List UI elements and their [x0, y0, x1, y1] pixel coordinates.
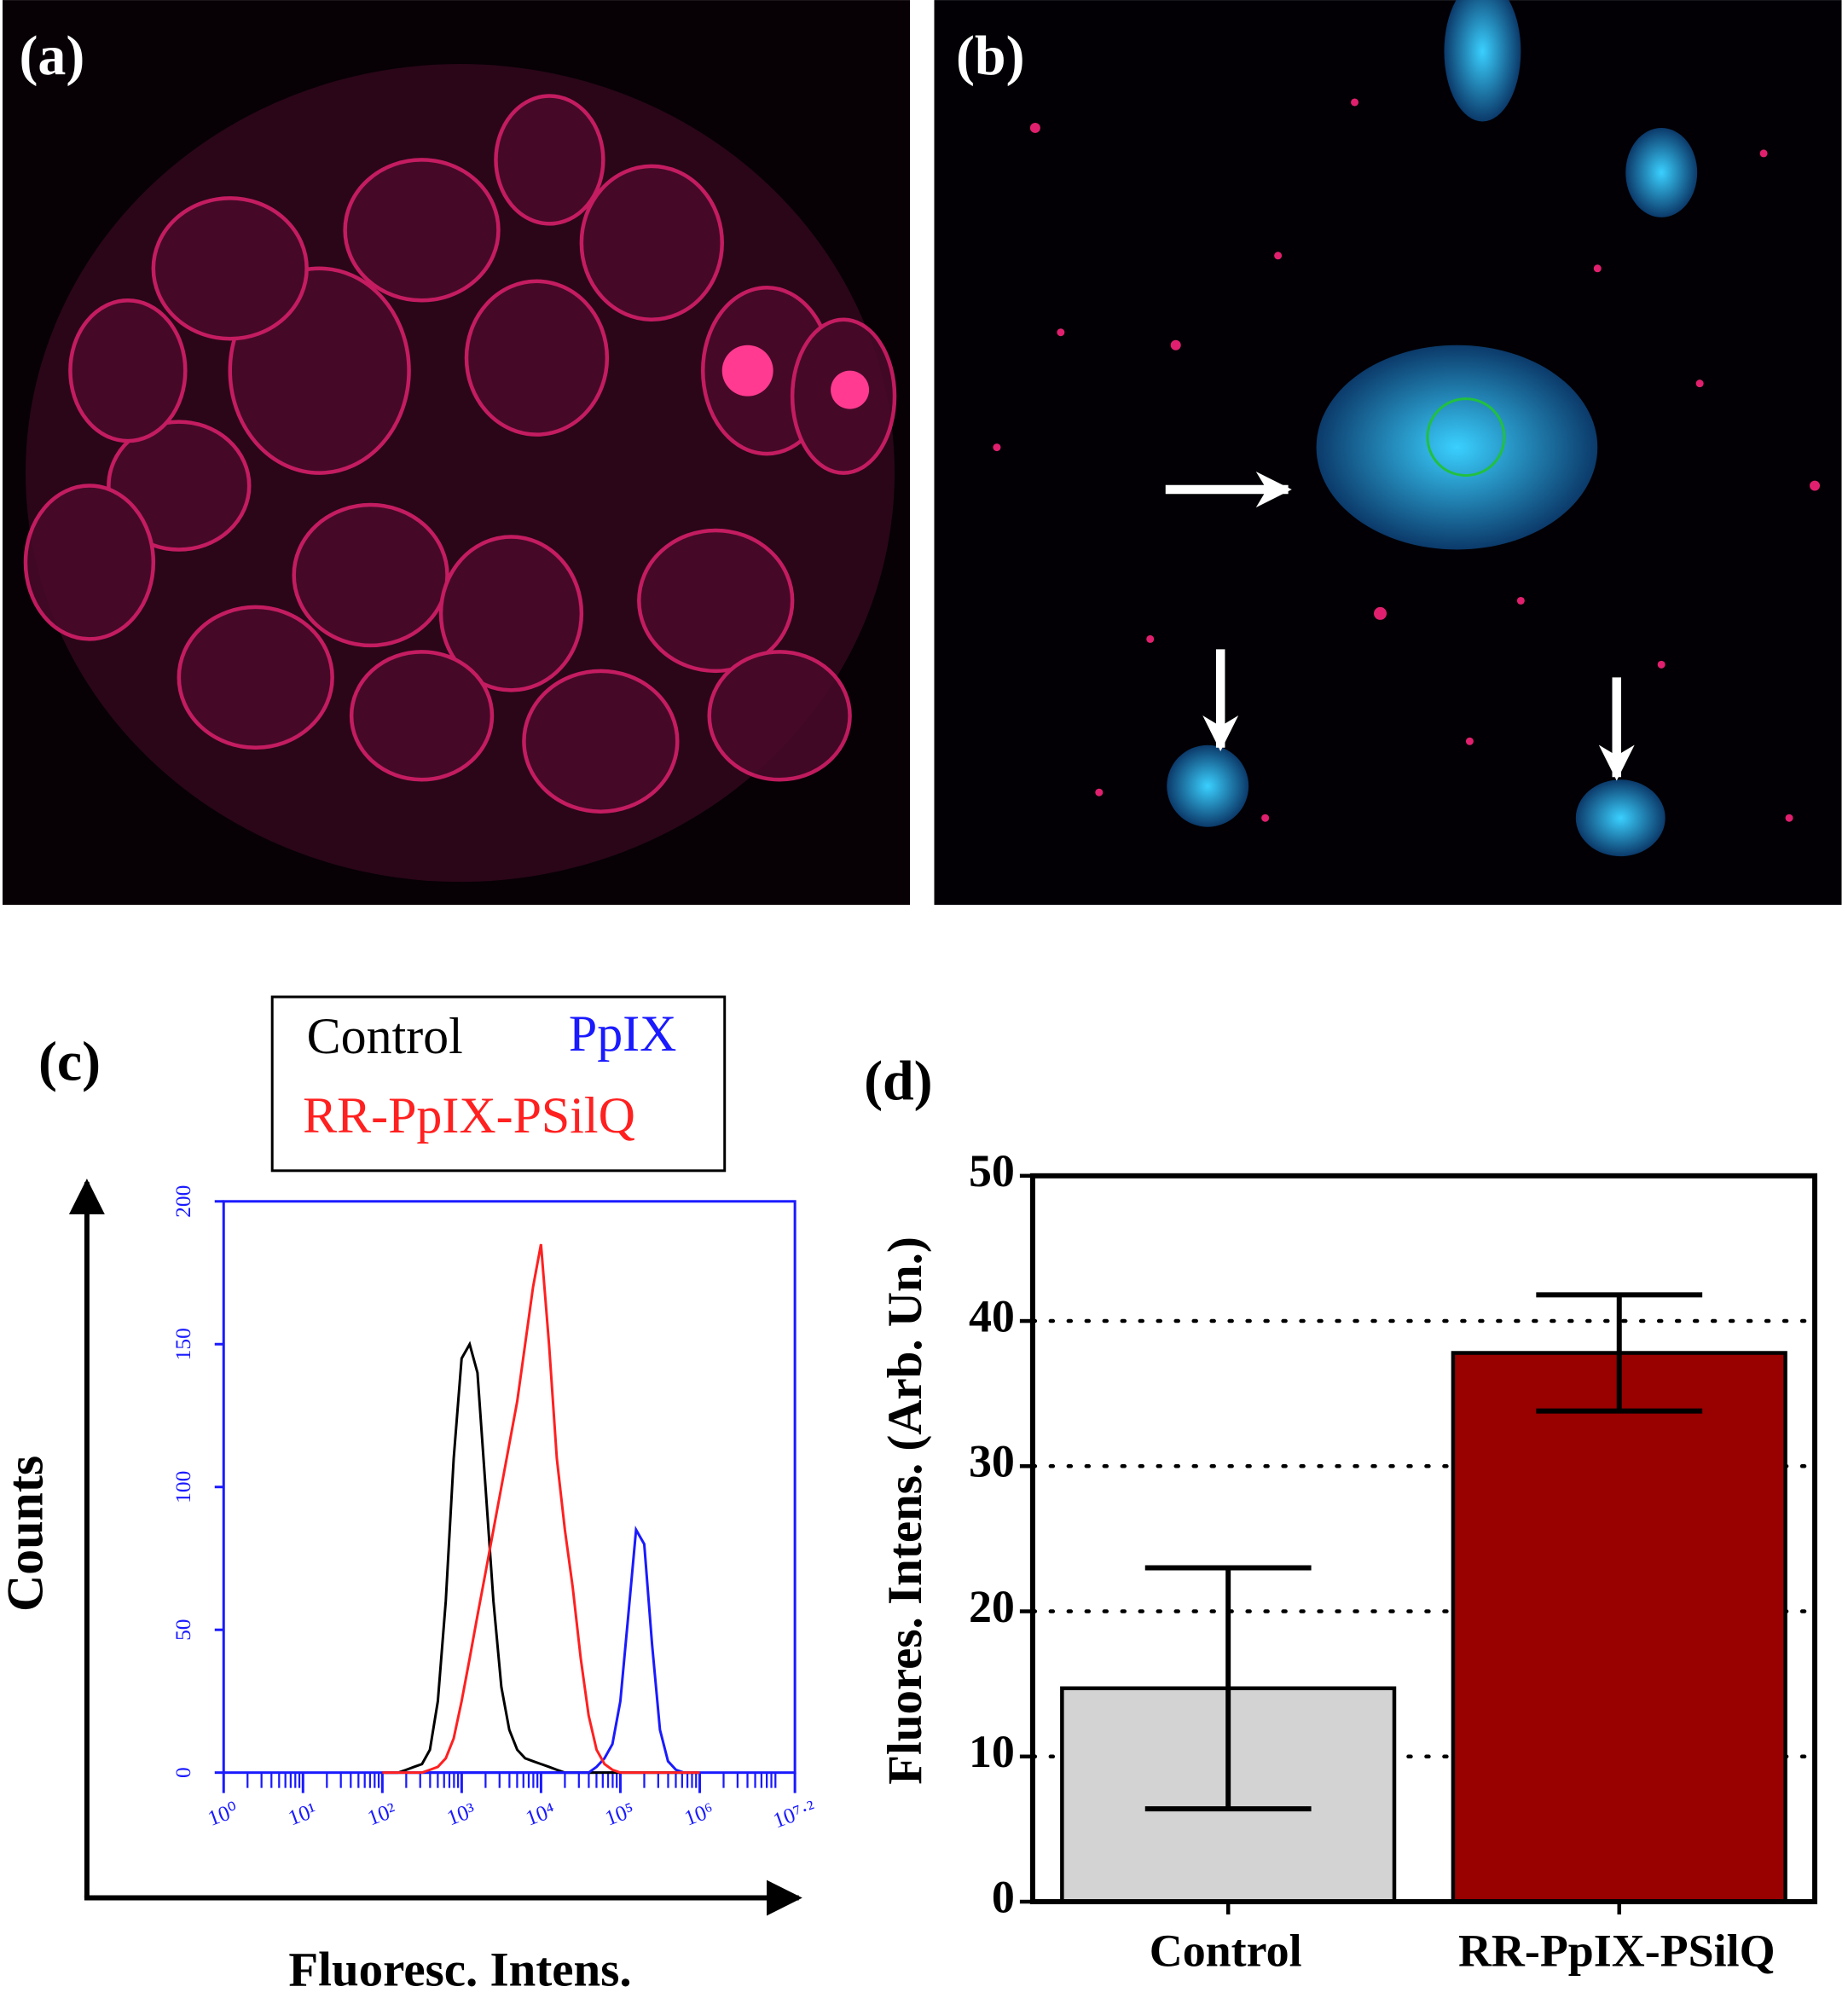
histogram-line	[382, 1341, 700, 1775]
plot-frame	[1029, 1173, 1818, 1905]
error-bar	[1536, 1292, 1703, 1414]
histogram-line	[382, 1526, 700, 1775]
y-tick-label: 10	[969, 1726, 1015, 1777]
x-tick-label: RR-PpIX-PSilQ	[1458, 1925, 1776, 1976]
y-tick-label: 0	[992, 1871, 1015, 1922]
y-tick-label: 50	[969, 1145, 1015, 1196]
y-tick-label: 100	[171, 1471, 195, 1503]
legend-label: Control	[307, 1008, 463, 1064]
x-tick-label: 10³	[443, 1798, 478, 1831]
micrograph-b	[934, 0, 1842, 906]
x-tick-label: 10²	[364, 1798, 399, 1831]
y-tick-label: 20	[969, 1581, 1015, 1632]
legend-label: RR-PpIX-PSilQ	[303, 1087, 635, 1144]
error-bar	[1144, 1565, 1312, 1812]
x-tick-label: 10⁰	[205, 1797, 241, 1830]
bar	[1451, 1351, 1787, 1904]
y-axis-label: Counts	[0, 1456, 54, 1612]
panel-label: (a)	[19, 25, 84, 87]
x-tick-label: Control	[1150, 1925, 1302, 1976]
panel-label: (c)	[38, 1031, 101, 1093]
plot-frame	[222, 1200, 797, 1775]
micrograph-a	[2, 0, 911, 906]
y-tick-label: 50	[171, 1619, 195, 1640]
y-tick-label: 40	[969, 1290, 1015, 1341]
y-tick-label: 30	[969, 1436, 1015, 1487]
x-tick-label: 10⁶	[681, 1798, 716, 1831]
x-tick-label: 10¹	[285, 1798, 320, 1831]
panel-label: (b)	[956, 25, 1025, 87]
histogram-line	[382, 1243, 700, 1775]
y-axis-label: Fluores. Intens. (Arb. Un.)	[878, 1237, 932, 1785]
x-tick-label: 10⁷·²	[770, 1795, 820, 1833]
y-tick-label: 200	[171, 1185, 195, 1218]
x-axis-label: Fluoresc. Intens.	[288, 1943, 631, 1997]
y-tick-label: 150	[171, 1328, 195, 1360]
legend-label: PpIX	[569, 1005, 677, 1062]
panel-label: (d)	[864, 1050, 933, 1112]
legend-box	[270, 995, 727, 1173]
x-tick-label: 10⁵	[601, 1798, 637, 1831]
x-tick-label: 10⁴	[522, 1798, 558, 1831]
y-tick-label: 0	[171, 1767, 195, 1778]
